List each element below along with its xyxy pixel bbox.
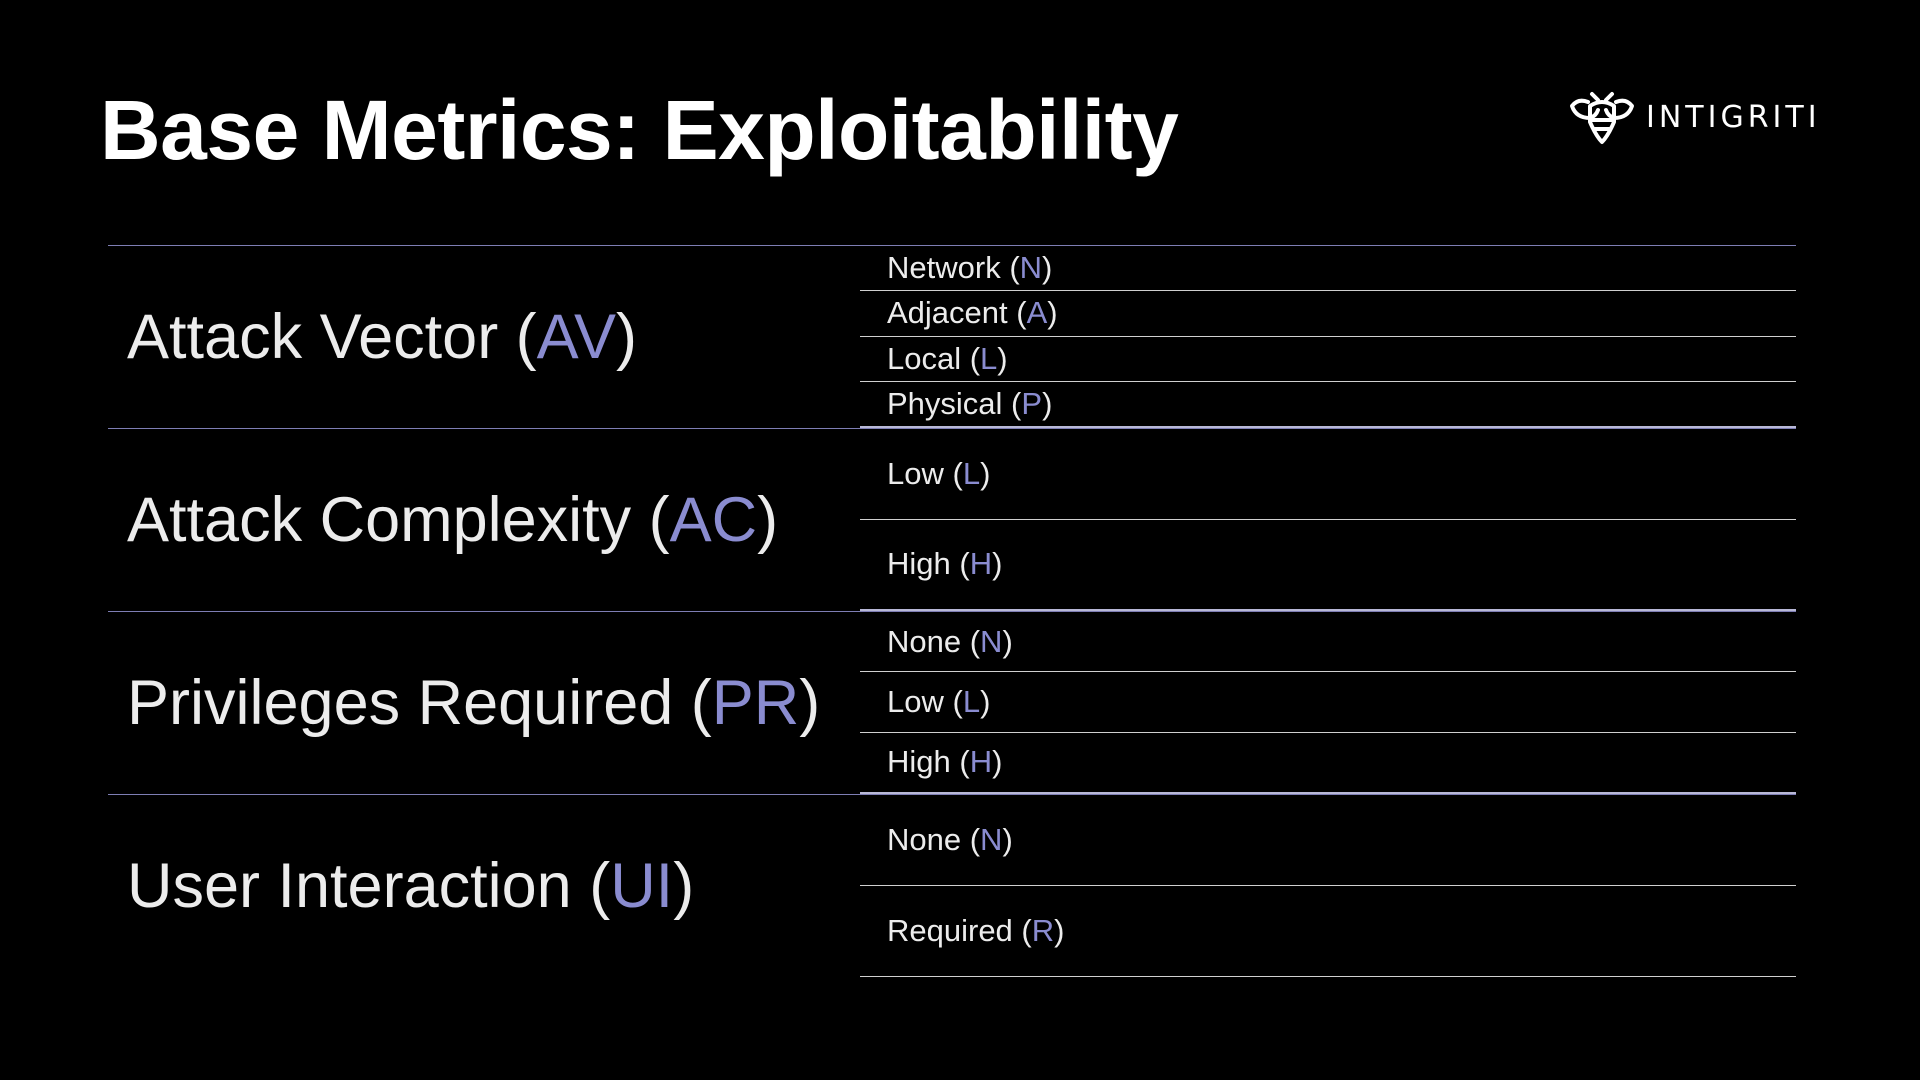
option-abbr: N bbox=[1019, 250, 1043, 286]
metric-options: None (N) Low (L) High (H) bbox=[860, 612, 1796, 794]
option-abbr: L bbox=[962, 683, 981, 719]
metric-abbr: AC bbox=[669, 485, 758, 555]
metric-label: Attack Complexity bbox=[127, 485, 632, 555]
option-abbr: H bbox=[969, 744, 993, 780]
option-row: Adjacent (A) bbox=[860, 291, 1796, 337]
option-abbr: P bbox=[1021, 385, 1043, 421]
option-abbr: N bbox=[980, 822, 1003, 857]
option-label: None bbox=[887, 623, 962, 659]
metric-options: Low (L) High (H) bbox=[860, 429, 1796, 611]
metric-name: Privileges Required (PR) bbox=[127, 668, 821, 738]
metric-label: Privileges Required bbox=[127, 668, 674, 738]
option-label: Adjacent bbox=[887, 295, 1008, 331]
option-row: Low (L) bbox=[860, 429, 1796, 520]
option-abbr: L bbox=[980, 340, 998, 376]
option-row: Network (N) bbox=[860, 246, 1796, 292]
option-abbr: H bbox=[969, 546, 993, 582]
metric-options: None (N) Required (R) bbox=[860, 795, 1796, 977]
option-abbr: R bbox=[1031, 913, 1055, 948]
metric-label: Attack Vector bbox=[127, 302, 499, 372]
metric-name: Attack Vector (AV) bbox=[127, 302, 638, 372]
option-row: None (N) bbox=[860, 795, 1796, 886]
metric-group-attack-complexity: Attack Complexity (AC) Low (L) High (H) bbox=[108, 428, 1796, 611]
option-row: None (N) bbox=[860, 612, 1796, 673]
option-label: Low bbox=[887, 683, 944, 719]
option-label: Network bbox=[887, 250, 1001, 286]
metric-abbr: PR bbox=[711, 668, 800, 738]
metric-options: Network (N) Adjacent (A) Local (L) Physi… bbox=[860, 246, 1796, 428]
option-label: High bbox=[887, 744, 951, 780]
option-label: High bbox=[887, 546, 951, 582]
option-abbr: N bbox=[980, 623, 1003, 659]
logo-wordmark: INTIGRITI bbox=[1646, 99, 1821, 135]
metric-abbr: AV bbox=[536, 302, 617, 372]
metric-name: User Interaction (UI) bbox=[127, 851, 695, 921]
metric-group-attack-vector: Attack Vector (AV) Network (N) Adjacent … bbox=[108, 245, 1796, 428]
metric-name: Attack Complexity (AC) bbox=[127, 485, 779, 555]
option-row: Required (R) bbox=[860, 886, 1796, 977]
option-abbr: L bbox=[962, 455, 981, 491]
metrics-table: Attack Vector (AV) Network (N) Adjacent … bbox=[108, 245, 1796, 977]
metric-label: User Interaction bbox=[127, 851, 572, 921]
option-row: High (H) bbox=[860, 733, 1796, 794]
metric-group-privileges-required: Privileges Required (PR) None (N) Low (L… bbox=[108, 611, 1796, 794]
intigriti-logo: INTIGRITI bbox=[1568, 86, 1821, 148]
option-row: Low (L) bbox=[860, 672, 1796, 733]
option-label: Physical bbox=[887, 385, 1003, 421]
option-label: None bbox=[887, 822, 962, 857]
option-row: Local (L) bbox=[860, 337, 1796, 382]
metric-group-user-interaction: User Interaction (UI) None (N) Required … bbox=[108, 794, 1796, 977]
slide-title: Base Metrics: Exploitability bbox=[100, 83, 1179, 177]
option-label: Low bbox=[887, 455, 944, 491]
option-row: Physical (P) bbox=[860, 382, 1796, 428]
option-label: Local bbox=[887, 340, 962, 376]
bee-icon bbox=[1570, 92, 1634, 144]
option-label: Required bbox=[887, 913, 1013, 948]
metric-abbr: UI bbox=[610, 851, 674, 921]
option-row: High (H) bbox=[860, 520, 1796, 611]
option-abbr: A bbox=[1026, 295, 1048, 331]
